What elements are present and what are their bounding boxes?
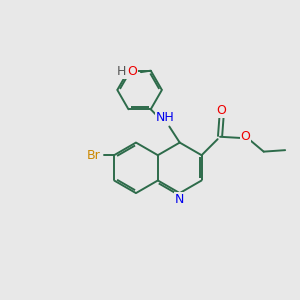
Text: NH: NH: [155, 111, 174, 124]
Text: O: O: [127, 65, 137, 78]
Text: O: O: [241, 130, 250, 143]
Text: N: N: [175, 193, 184, 206]
Text: O: O: [217, 104, 226, 117]
Text: H: H: [117, 65, 127, 78]
Text: Br: Br: [86, 149, 100, 162]
Text: HO: HO: [118, 65, 137, 78]
